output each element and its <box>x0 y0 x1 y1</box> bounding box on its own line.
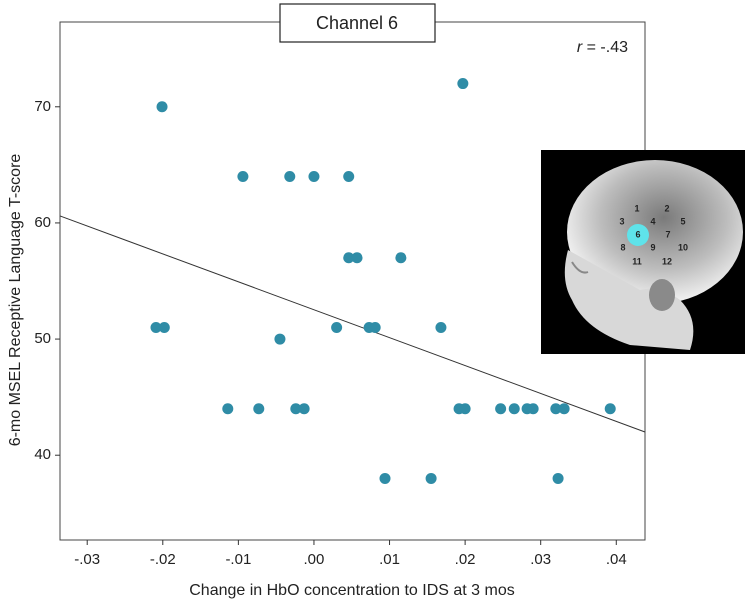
data-point <box>351 252 363 264</box>
chart-title: Channel 6 <box>316 13 398 33</box>
title-box <box>279 3 436 43</box>
channel-label: 6 <box>635 229 640 239</box>
data-point <box>395 252 407 264</box>
x-tick-label: -.03 <box>74 551 100 568</box>
y-tick-label: 70 <box>34 98 51 115</box>
channel-label: 3 <box>619 216 624 226</box>
data-point <box>284 170 296 182</box>
stat-annotation: r = -.43 <box>577 39 628 56</box>
data-point <box>550 403 562 415</box>
data-point <box>369 321 381 333</box>
y-tick-label: 60 <box>34 214 51 231</box>
x-tick-label: .02 <box>455 551 476 568</box>
data-point <box>274 333 286 345</box>
data-point <box>253 403 265 415</box>
data-point <box>604 403 616 415</box>
data-point <box>222 403 234 415</box>
data-point <box>459 403 471 415</box>
data-point <box>343 252 355 264</box>
x-tick-label: .03 <box>530 551 551 568</box>
x-tick-label: .01 <box>379 551 400 568</box>
ear-shape <box>649 279 675 311</box>
channel-label: 4 <box>650 216 655 226</box>
data-point <box>150 321 162 333</box>
data-point <box>552 472 564 484</box>
trend-line <box>59 215 646 433</box>
data-point <box>495 403 507 415</box>
channel-label: 7 <box>665 229 670 239</box>
data-point <box>558 403 570 415</box>
channel-label: 10 <box>678 242 688 252</box>
data-point <box>425 472 437 484</box>
x-tick-label: -.02 <box>150 551 176 568</box>
data-point <box>527 403 539 415</box>
channel-label: 11 <box>632 256 642 266</box>
head-shape <box>567 160 743 304</box>
data-point <box>379 472 391 484</box>
data-point <box>237 170 249 182</box>
channel-label: 8 <box>620 242 625 252</box>
data-point <box>331 321 343 333</box>
x-axis-label: Change in HbO concentration to IDS at 3 … <box>189 582 515 599</box>
data-point <box>156 101 168 113</box>
y-axis-label: 6-mo MSEL Receptive Language T-score <box>7 154 24 447</box>
data-point <box>308 170 320 182</box>
data-point <box>158 321 170 333</box>
channel-label: 2 <box>664 203 669 213</box>
x-tick-label: -.01 <box>225 551 251 568</box>
y-tick-label: 50 <box>34 330 51 347</box>
data-point <box>508 403 520 415</box>
x-tick-label: .00 <box>304 551 325 568</box>
face-shape <box>564 250 694 350</box>
y-tick-label: 40 <box>34 446 51 463</box>
stat-symbol: r <box>577 39 583 56</box>
data-point <box>290 403 302 415</box>
data-point <box>343 170 355 182</box>
eye-shape <box>571 261 589 274</box>
stat-text: = -.43 <box>582 39 628 56</box>
channel-label: 1 <box>634 203 639 213</box>
x-tick-label: .04 <box>606 551 627 568</box>
highlight-channel <box>627 224 649 246</box>
data-point <box>435 321 447 333</box>
data-point <box>457 78 469 90</box>
channel-label: 9 <box>650 242 655 252</box>
channel-label: 5 <box>680 216 685 226</box>
channel-label: 12 <box>662 256 672 266</box>
data-point <box>298 403 310 415</box>
